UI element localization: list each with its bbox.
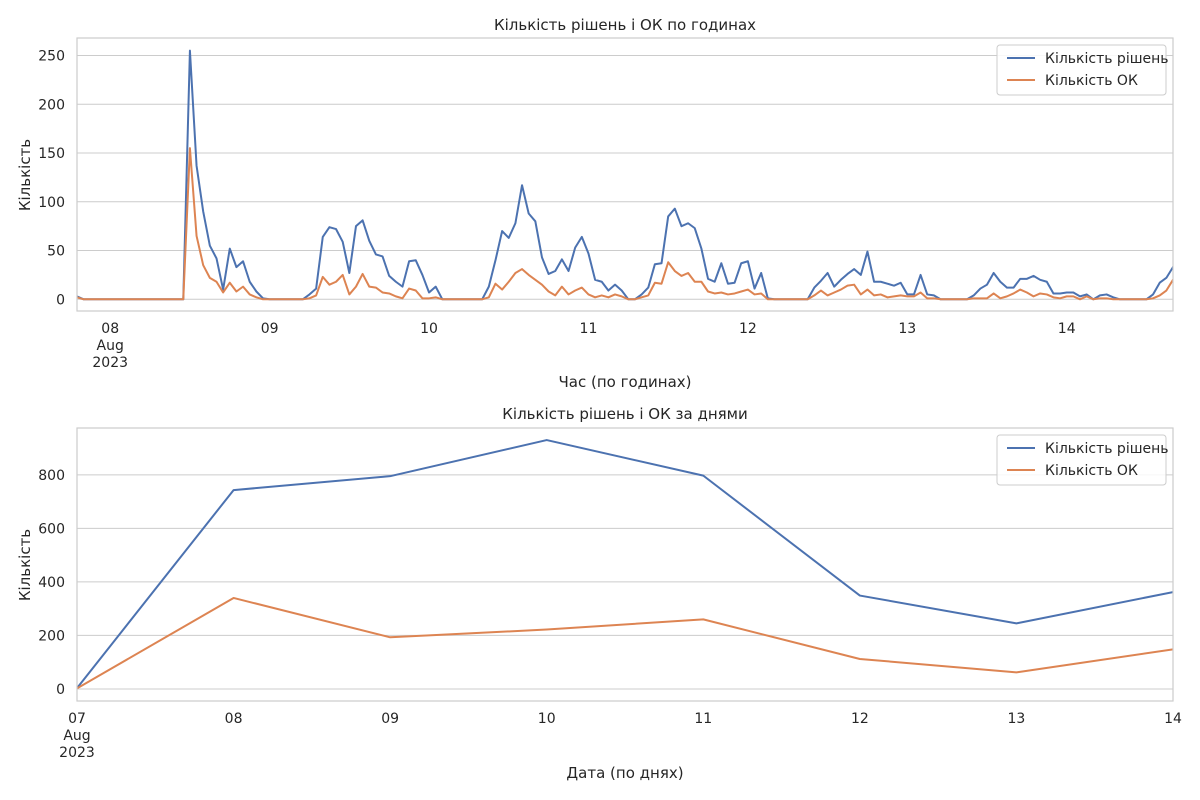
daily-chart-y-tick-label: 0 [56, 682, 65, 698]
daily-chart-x-tick-label: 11 [694, 711, 712, 727]
hourly-chart-x-tick-month-label: Aug [97, 338, 124, 354]
hourly-chart-y-axis-label: Кількість [16, 139, 34, 211]
daily-chart-x-tick-year-label: 2023 [59, 745, 95, 761]
hourly-chart-y-tick-label: 0 [56, 292, 65, 308]
daily-chart-legend-box [996, 434, 1167, 486]
hourly-chart-legend-label-decisions: Кількість рішень [1045, 51, 1169, 67]
hourly-chart-title: Кількість рішень і ОК по годинах [494, 16, 756, 34]
hourly-chart-y-tick-label: 200 [38, 97, 65, 113]
daily-chart-y-tick-label: 200 [38, 628, 65, 644]
hourly-chart-y-tick-label: 250 [38, 49, 65, 65]
daily-chart-series-ok-line [77, 596, 1173, 690]
hourly-chart-x-tick-label: 14 [1058, 321, 1076, 337]
daily-chart-title: Кількість рішень і ОК за днями [502, 405, 748, 423]
daily-chart-x-tick-label: 12 [851, 711, 869, 727]
hourly-chart-y-tick-label: 100 [38, 195, 65, 211]
daily-chart-x-tick-label: 13 [1008, 711, 1026, 727]
hourly-chart-x-tick-label: 13 [898, 321, 916, 337]
hourly-chart-legend-label-ok: Кількість ОК [1045, 73, 1138, 89]
hourly-chart-x-axis-label: Час (по годинах) [558, 373, 691, 391]
daily-chart-y-ticks: 0 200 400 600 800 [38, 468, 65, 698]
daily-chart-y-axis-label: Кількість [16, 529, 34, 601]
daily-chart-x-tick-label: 09 [381, 711, 399, 727]
hourly-chart-y-tick-label: 150 [38, 146, 65, 162]
hourly-chart-y-ticks: 0 50 100 150 200 250 [38, 49, 65, 309]
daily-chart-y-tick-label: 400 [38, 575, 65, 591]
daily-chart-x-tick-month-label: Aug [63, 728, 90, 744]
hourly-chart-frame [76, 37, 1174, 312]
hourly-chart-x-tick-label: 09 [261, 321, 279, 337]
daily-chart-x-axis-label: Дата (по днях) [566, 764, 683, 782]
daily-chart-x-tick-label: 08 [225, 711, 243, 727]
hourly-chart-legend-box [996, 44, 1167, 96]
hourly-chart-gridlines [77, 55, 1173, 300]
daily-chart-x-tick-label: 14 [1164, 711, 1182, 727]
hourly-chart-x-tick-label: 11 [580, 321, 598, 337]
daily-chart-y-tick-label: 800 [38, 468, 65, 484]
hourly-chart-series-ok-line [77, 147, 1173, 301]
daily-chart-gridlines [77, 474, 1173, 690]
daily-chart-legend-label-ok: Кількість ОК [1045, 463, 1138, 479]
daily-chart-x-tick-label: 10 [538, 711, 556, 727]
hourly-chart: Кількість рішень і ОК по годинах 0 50 100 1… [16, 16, 1174, 391]
hourly-chart-x-tick-label: 10 [420, 321, 438, 337]
daily-chart-series-decisions-line [77, 439, 1173, 690]
hourly-chart-x-tick-label: 08 [101, 321, 119, 337]
hourly-chart-legend: Кількість рішень Кількість ОК [996, 44, 1169, 96]
daily-chart-frame [76, 427, 1174, 702]
hourly-chart-series [77, 49, 1173, 301]
daily-chart-legend-label-decisions: Кількість рішень [1045, 441, 1169, 457]
daily-chart: Кількість рішень і ОК за днями 0 200 400 60… [16, 405, 1182, 782]
hourly-chart-x-tick-label: 12 [739, 321, 757, 337]
daily-chart-y-tick-label: 600 [38, 521, 65, 537]
daily-chart-x-tick-label: 07 [68, 711, 86, 727]
hourly-chart-x-tick-year-label: 2023 [92, 355, 128, 371]
daily-chart-legend: Кількість рішень Кількість ОК [996, 434, 1169, 486]
hourly-chart-y-tick-label: 50 [47, 244, 65, 260]
daily-chart-series [77, 439, 1173, 690]
